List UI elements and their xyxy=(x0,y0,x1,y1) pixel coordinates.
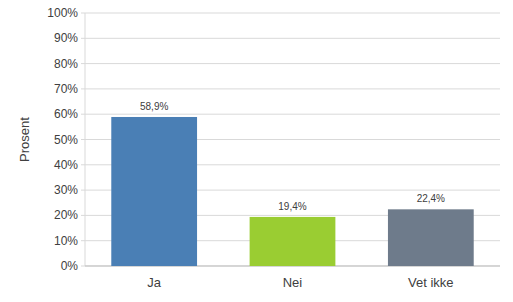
data-label: 58,9% xyxy=(140,101,168,112)
tick-mark xyxy=(81,88,85,89)
grid-line xyxy=(85,114,500,115)
tick-mark xyxy=(81,139,85,140)
data-label: 22,4% xyxy=(417,193,445,204)
tick-mark xyxy=(81,266,85,267)
bar xyxy=(388,209,474,266)
y-tick-label: 70% xyxy=(54,82,78,96)
y-tick-label: 40% xyxy=(54,158,78,172)
bar xyxy=(111,117,197,266)
chart-svg: 0% 10% 20% 30% 40% 50% 60% 70% 80% 90% 100% Prosent… xyxy=(0,0,513,302)
y-tick-label: 10% xyxy=(54,234,78,248)
grid-line xyxy=(85,88,500,89)
tick-mark xyxy=(81,190,85,191)
tick-mark xyxy=(81,240,85,241)
grid-line xyxy=(85,38,500,39)
bar xyxy=(250,217,336,266)
tick-mark xyxy=(81,13,85,14)
y-tick-label: 60% xyxy=(54,107,78,121)
tick-mark xyxy=(81,164,85,165)
y-axis-line xyxy=(85,13,86,266)
x-tick-label: Nei xyxy=(283,275,303,290)
y-tick-label: 50% xyxy=(54,133,78,147)
y-axis-label: Prosent xyxy=(17,117,32,162)
x-tick-label: Vet ikke xyxy=(408,275,454,290)
data-label: 19,4% xyxy=(278,201,306,212)
grid xyxy=(81,13,500,266)
bars xyxy=(111,117,473,266)
y-tick-label: 90% xyxy=(54,31,78,45)
tick-mark xyxy=(81,215,85,216)
y-tick-label: 80% xyxy=(54,57,78,71)
tick-mark xyxy=(81,38,85,39)
grid-line xyxy=(85,13,500,14)
tick-mark xyxy=(81,114,85,115)
x-tick-label: Ja xyxy=(147,275,162,290)
y-tick-label: 0% xyxy=(61,259,79,273)
y-tick-label: 20% xyxy=(54,208,78,222)
chart-container: 0% 10% 20% 30% 40% 50% 60% 70% 80% 90% 100% Prosent… xyxy=(0,0,513,302)
y-tick-label: 100% xyxy=(47,6,78,20)
tick-mark xyxy=(81,63,85,64)
y-tick-label: 30% xyxy=(54,183,78,197)
grid-line xyxy=(85,63,500,64)
